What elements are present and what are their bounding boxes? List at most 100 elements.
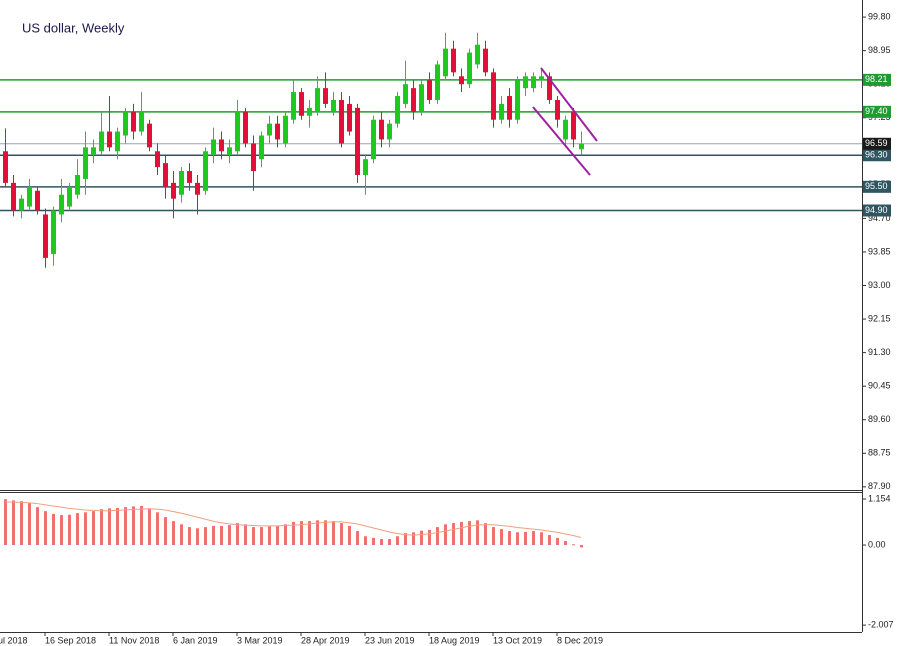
indicator-bar — [444, 524, 447, 546]
candle-body — [451, 48, 456, 73]
indicator-tick-label: 0.00 — [868, 539, 886, 549]
y-tick-label: 90.45 — [868, 381, 891, 391]
candle-body — [59, 194, 64, 215]
candle-body — [475, 44, 480, 65]
candle-body — [115, 131, 120, 152]
y-tick-label: 93.00 — [868, 280, 891, 290]
candle-body — [235, 111, 240, 152]
candle-body — [419, 84, 424, 112]
indicator-tick-label: -2.007 — [868, 619, 894, 629]
indicator-bar — [36, 507, 39, 546]
x-tick-label: 28 Apr 2019 — [301, 635, 350, 645]
indicator-bar — [140, 505, 143, 546]
level-label: 95.50 — [865, 181, 888, 191]
candle-body — [51, 210, 56, 254]
y-tick-label: 91.30 — [868, 347, 891, 357]
indicator-bar — [500, 529, 503, 546]
x-tick-label: 13 Oct 2019 — [493, 635, 542, 645]
x-tick-label: 16 Sep 2018 — [45, 635, 96, 645]
candle-body — [491, 72, 496, 120]
level-box — [863, 105, 891, 118]
candle-body — [43, 214, 48, 258]
x-tick-label: 3 Mar 2019 — [237, 635, 283, 645]
candle-body — [35, 190, 40, 211]
candle-body — [403, 84, 408, 104]
indicator-bar — [228, 525, 231, 546]
candle-body — [179, 171, 184, 195]
indicator-bar — [196, 528, 199, 546]
level-label: 96.30 — [865, 150, 888, 160]
indicator-bar — [12, 500, 15, 546]
indicator-bar — [172, 521, 175, 546]
indicator-bar — [180, 524, 183, 546]
candle-body — [83, 147, 88, 179]
candle-body — [331, 99, 336, 112]
indicator-bar — [492, 527, 495, 546]
candle-body — [27, 186, 32, 207]
candle-body — [435, 64, 440, 100]
indicator-bar — [484, 523, 487, 546]
indicator-bar — [4, 499, 7, 546]
indicator-bar — [572, 544, 575, 546]
candle-body — [371, 119, 376, 160]
y-tick-label: 89.60 — [868, 414, 891, 424]
candle-body — [219, 139, 224, 152]
candle-body — [211, 139, 216, 156]
candle-body — [139, 111, 144, 132]
level-box — [863, 73, 891, 86]
candle-body — [363, 159, 368, 175]
candle-body — [339, 99, 344, 144]
candle-body — [67, 186, 72, 207]
indicator-bar — [524, 531, 527, 546]
indicator-bar — [292, 521, 295, 546]
candle-body — [315, 88, 320, 112]
level-box — [863, 149, 891, 162]
candle-body — [123, 111, 128, 136]
indicator-bar — [372, 537, 375, 546]
level-label: 94.90 — [865, 205, 888, 215]
candle-body — [267, 123, 272, 136]
indicator-bar — [340, 523, 343, 546]
y-tick-label: 92.15 — [868, 313, 891, 323]
level-box — [863, 204, 891, 217]
y-tick-label: 94.70 — [868, 213, 891, 223]
candle-body — [99, 131, 104, 152]
indicator-bar — [116, 507, 119, 546]
candle-body — [11, 182, 16, 211]
x-tick-label: 11 Nov 2018 — [109, 635, 159, 645]
indicator-bar — [68, 514, 71, 546]
indicator-bar — [548, 535, 551, 546]
indicator-bar — [564, 541, 567, 546]
indicator-bar — [108, 508, 111, 546]
indicator-bar — [28, 503, 31, 546]
y-tick-label: 99.80 — [868, 11, 891, 21]
indicator-bar — [236, 523, 239, 546]
indicator-bar — [540, 532, 543, 546]
candle-body — [515, 80, 520, 120]
candle-body — [19, 198, 24, 211]
indicator-bar — [532, 531, 535, 546]
candle-body — [227, 147, 232, 156]
candle-body — [323, 88, 328, 104]
indicator-bar — [156, 512, 159, 546]
candle-body — [195, 182, 200, 195]
candle-body — [3, 151, 8, 183]
indicator-bar — [380, 539, 383, 546]
candle-body — [251, 143, 256, 172]
indicator-bar — [260, 527, 263, 546]
candle-body — [163, 163, 168, 187]
indicator — [4, 499, 583, 548]
indicator-bar — [84, 512, 87, 546]
indicator-bar — [324, 520, 327, 546]
indicator-bar — [284, 524, 287, 546]
candle-body — [307, 107, 312, 116]
indicator-bar — [60, 515, 63, 546]
signal-line — [5, 501, 582, 538]
indicator-bar — [188, 527, 191, 546]
candle-body — [499, 103, 504, 120]
candle-body — [155, 151, 160, 168]
candle-body — [483, 48, 488, 73]
candle-body — [443, 48, 448, 77]
